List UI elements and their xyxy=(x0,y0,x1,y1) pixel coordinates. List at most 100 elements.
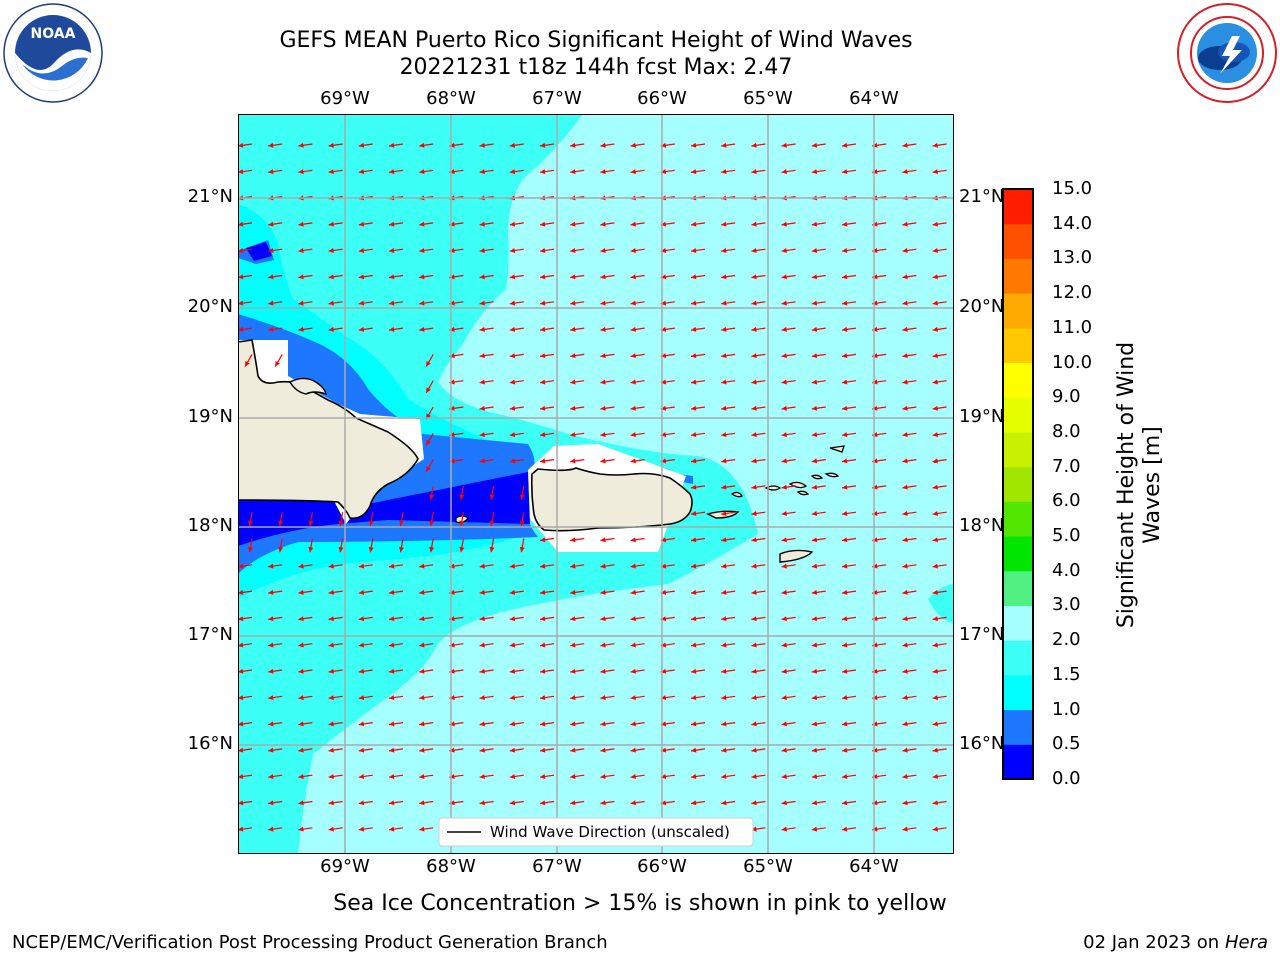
wind-wave-arrow xyxy=(238,142,253,148)
wind-wave-arrow xyxy=(328,721,343,727)
wind-wave-arrow xyxy=(841,326,857,332)
wind-wave-arrow xyxy=(690,248,706,253)
wind-wave-arrow xyxy=(328,668,343,674)
wind-wave-arrow xyxy=(398,512,404,527)
wind-wave-arrow xyxy=(425,432,434,446)
wind-wave-arrow xyxy=(570,668,585,674)
wind-wave-arrow xyxy=(721,563,736,569)
wind-wave-arrow xyxy=(781,589,796,595)
wind-wave-arrow xyxy=(570,142,585,148)
wind-wave-arrow xyxy=(600,537,615,543)
wind-wave-arrow xyxy=(419,616,434,622)
wind-wave-arrow xyxy=(238,563,253,569)
wind-wave-arrow xyxy=(539,721,555,727)
wind-wave-arrow xyxy=(600,721,615,727)
wind-wave-arrow xyxy=(902,721,917,727)
wind-wave-arrow xyxy=(781,274,796,280)
wind-wave-arrow xyxy=(328,826,343,832)
colorbar-swatch xyxy=(1003,744,1033,780)
wind-wave-arrow xyxy=(459,512,465,527)
wind-wave-arrow xyxy=(298,747,313,753)
lon-label-bottom: 65°W xyxy=(743,856,793,877)
wind-wave-arrow xyxy=(419,221,434,227)
nws-logo xyxy=(1177,3,1277,103)
lat-label-left: 21°N xyxy=(187,186,233,207)
wind-wave-arrow xyxy=(660,537,675,543)
wind-wave-arrow xyxy=(358,826,373,832)
wind-wave-arrow xyxy=(358,800,373,806)
lon-label-top: 64°W xyxy=(849,88,899,109)
wind-wave-arrow xyxy=(660,642,675,648)
wind-wave-arrow xyxy=(932,379,947,385)
wind-wave-arrow xyxy=(358,169,373,175)
wind-wave-arrow xyxy=(811,169,826,175)
wind-wave-arrow xyxy=(238,721,253,727)
wind-wave-arrow xyxy=(902,326,917,332)
wind-wave-arrow xyxy=(570,589,585,595)
wind-wave-arrow xyxy=(570,169,585,175)
wind-wave-arrow xyxy=(509,142,524,148)
wind-wave-arrow xyxy=(358,326,373,332)
wind-wave-arrow xyxy=(841,484,857,490)
wind-wave-arrow xyxy=(841,695,857,701)
wind-wave-arrow xyxy=(388,721,404,727)
wind-wave-arrow xyxy=(932,668,947,674)
wind-wave-arrow xyxy=(388,169,404,175)
colorbar-tick-label: 12.0 xyxy=(1052,282,1093,304)
wind-wave-arrow xyxy=(358,616,373,622)
wind-wave-arrow xyxy=(721,537,736,543)
wind-wave-arrow xyxy=(690,774,706,779)
wind-wave-arrow xyxy=(268,695,283,701)
wind-wave-arrow xyxy=(630,668,645,674)
wind-wave-arrow xyxy=(328,695,343,701)
wind-wave-arrow xyxy=(751,274,766,280)
wind-wave-arrow xyxy=(268,774,283,779)
wind-wave-arrow xyxy=(238,169,253,175)
wind-wave-arrow xyxy=(660,589,675,595)
lon-label-bottom: 64°W xyxy=(849,856,899,877)
wind-wave-arrow xyxy=(721,300,736,306)
wind-wave-arrow xyxy=(751,563,766,569)
wind-wave-arrow xyxy=(388,616,404,622)
wind-wave-arrow xyxy=(721,326,736,332)
wind-wave-arrow xyxy=(479,774,494,779)
wind-wave-arrow xyxy=(600,274,615,280)
wind-wave-arrow xyxy=(781,695,796,701)
wind-wave-arrow xyxy=(429,485,435,500)
wind-wave-arrow xyxy=(539,616,555,622)
wind-wave-arrow xyxy=(690,537,706,543)
wind-wave-arrow xyxy=(268,589,283,595)
wind-wave-arrow xyxy=(781,800,796,806)
wind-wave-arrow xyxy=(298,721,313,727)
colorbar-swatch xyxy=(1003,709,1033,745)
wind-wave-arrow xyxy=(419,248,434,253)
wind-wave-arrow xyxy=(479,142,494,148)
wind-wave-arrow xyxy=(751,484,766,490)
lon-label-top: 68°W xyxy=(426,88,476,109)
wind-wave-arrow xyxy=(630,405,645,411)
wind-wave-arrow xyxy=(509,405,524,411)
lat-label-left: 20°N xyxy=(187,296,233,317)
wind-wave-arrow xyxy=(358,589,373,595)
wind-wave-arrow xyxy=(298,616,313,622)
colorbar-swatch xyxy=(1003,189,1033,225)
wind-wave-arrow xyxy=(721,274,736,280)
wind-wave-arrow xyxy=(268,800,283,806)
wind-wave-arrow xyxy=(690,563,706,569)
wind-wave-arrow xyxy=(539,774,555,779)
colorbar-tick-label: 0.5 xyxy=(1052,733,1081,755)
wind-wave-arrow xyxy=(419,169,434,175)
wind-wave-arrow xyxy=(519,512,525,527)
wind-wave-arrow xyxy=(781,511,796,516)
wind-wave-arrow xyxy=(721,800,736,806)
wind-wave-arrow xyxy=(841,774,857,779)
wind-wave-arrow xyxy=(479,668,494,674)
wind-wave-arrow xyxy=(811,248,826,253)
wind-wave-arrow xyxy=(268,616,283,622)
wind-wave-arrow xyxy=(268,747,283,753)
wind-wave-arrow xyxy=(238,642,253,648)
wind-wave-arrow xyxy=(328,248,343,253)
wind-wave-arrow xyxy=(841,405,857,411)
wind-wave-arrow xyxy=(298,248,313,253)
wind-wave-arrow xyxy=(660,300,675,306)
